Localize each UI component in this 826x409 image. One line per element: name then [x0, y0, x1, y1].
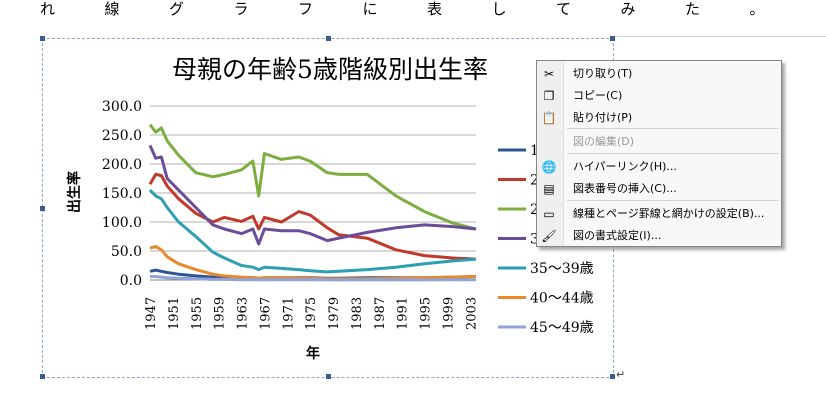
menu-item[interactable]: 📋 貼り付け(P) — [537, 107, 781, 129]
x-axis-ticks: 1947 1951 1955 1959 1963 1967 1971 1975 1979 1983… — [144, 297, 479, 330]
x-tick-label: 1987 — [373, 297, 388, 330]
x-tick-label: 1951 — [167, 297, 182, 330]
document-char: 表 — [427, 0, 443, 18]
legend-label: 35〜39歳 — [530, 261, 594, 277]
context-menu: ✂ 切り取り(T) ❐ コピー(C) 📋 貼り付け(P) 図の編集(D) 🌐 ハイパーリンク(H… — [536, 60, 782, 247]
legend-label: 40〜44歳 — [530, 291, 594, 307]
menu-blank-icon — [541, 134, 557, 150]
document-char: ラ — [233, 0, 249, 18]
scissors-icon: ✂ — [543, 67, 555, 81]
menu-separator — [567, 200, 779, 201]
menu-item-label: 図の編集(D) — [573, 135, 635, 148]
document-char: た — [685, 0, 701, 18]
x-tick-label: 1971 — [281, 297, 296, 330]
document-char: れ — [40, 0, 56, 18]
format-picture-icon: 🖌 — [541, 229, 557, 243]
menu-item-label: 貼り付け(P) — [573, 111, 633, 124]
menu-item[interactable]: ▤ 図表番号の挿入(C)... — [537, 178, 781, 200]
document-char: に — [362, 0, 378, 18]
menu-item-label: 線種とページ罫線と網かけの設定(B)... — [573, 207, 765, 220]
resize-handle-top-center[interactable] — [326, 36, 331, 41]
x-tick-label: 1975 — [304, 297, 319, 330]
series-line — [148, 123, 477, 231]
y-axis-label: 出生率 — [66, 171, 83, 213]
resize-handle-bottom-left[interactable] — [40, 374, 45, 379]
x-tick-label: 1979 — [327, 297, 342, 330]
menu-icon-gutter — [537, 61, 564, 246]
y-tick-label: 50.0 — [111, 244, 142, 260]
document-text-line: れ 線 グ ラ フ に 表 し て み た 。 — [0, 0, 826, 22]
document-char: フ — [298, 0, 314, 18]
y-tick-label: 200.0 — [102, 157, 142, 173]
series-line — [148, 144, 477, 246]
chart-title: 母親の年齢5歳階級別出生率 — [172, 55, 488, 84]
y-tick-label: 0.0 — [120, 273, 142, 289]
x-tick-label: 1983 — [350, 297, 365, 330]
menu-item: 図の編集(D) — [537, 131, 781, 153]
series-line — [148, 172, 477, 261]
hyperlink-globe-icon: 🌐 — [541, 160, 557, 174]
menu-separator — [567, 153, 779, 154]
document-char: て — [556, 0, 572, 18]
x-tick-label: 1967 — [258, 297, 273, 330]
series-line — [148, 189, 477, 274]
x-tick-label: 1947 — [144, 297, 159, 330]
copy-icon: ❐ — [543, 89, 555, 103]
menu-item-label: 切り取り(T) — [573, 67, 633, 80]
menu-item[interactable]: 🖌 図の書式設定(I)... — [537, 225, 781, 247]
y-tick-label: 300.0 — [102, 99, 142, 115]
x-tick-label: 1963 — [236, 297, 251, 330]
x-tick-label: 1955 — [190, 297, 205, 330]
chart-gridlines — [150, 105, 476, 281]
menu-item-label: 図の書式設定(I)... — [573, 229, 662, 242]
menu-item-label: コピー(C) — [573, 89, 623, 102]
insert-caption-icon: ▤ — [543, 182, 555, 196]
x-tick-label: 1999 — [441, 297, 456, 330]
menu-item[interactable]: ▭ 線種とページ罫線と網かけの設定(B)... — [537, 203, 781, 225]
x-tick-label: 1959 — [213, 297, 228, 330]
menu-item[interactable]: 🌐 ハイパーリンク(H)... — [537, 156, 781, 178]
x-tick-label: 1991 — [396, 297, 411, 330]
resize-handle-bottom-center[interactable] — [326, 374, 331, 379]
menu-item-label: ハイパーリンク(H)... — [573, 160, 677, 173]
borders-shading-icon: ▭ — [543, 207, 555, 221]
series-line — [150, 275, 476, 282]
menu-separator — [567, 128, 779, 129]
resize-handle-bottom-right[interactable] — [610, 374, 615, 379]
document-char: 線 — [104, 0, 120, 18]
resize-handle-top-right[interactable] — [610, 36, 615, 41]
document-char: し — [491, 0, 507, 18]
paste-icon: 📋 — [541, 111, 557, 125]
menu-item-label: 図表番号の挿入(C)... — [573, 182, 677, 195]
menu-item[interactable]: ❐ コピー(C) — [537, 85, 781, 107]
x-tick-label: 1995 — [419, 297, 434, 330]
chart-series — [148, 123, 477, 282]
document-char: グ — [169, 0, 185, 18]
y-tick-label: 100.0 — [102, 215, 142, 231]
x-tick-label: 2003 — [464, 297, 479, 330]
y-tick-label: 250.0 — [102, 128, 142, 144]
paragraph-mark: ↵ — [616, 368, 626, 381]
resize-handle-middle-left[interactable] — [40, 206, 45, 211]
x-axis-label: 年 — [306, 345, 320, 362]
document-char: み — [620, 0, 636, 18]
resize-handle-top-left[interactable] — [40, 36, 45, 41]
page-guide-line — [615, 36, 826, 37]
document-char: 。 — [749, 0, 765, 18]
y-axis-ticks: 0.0 50.0 100.0 150.0 200.0 250.0 300.0 — [102, 99, 142, 289]
menu-item[interactable]: ✂ 切り取り(T) — [537, 63, 781, 85]
legend-label: 45〜49歳 — [530, 320, 594, 336]
y-tick-label: 150.0 — [102, 186, 142, 202]
